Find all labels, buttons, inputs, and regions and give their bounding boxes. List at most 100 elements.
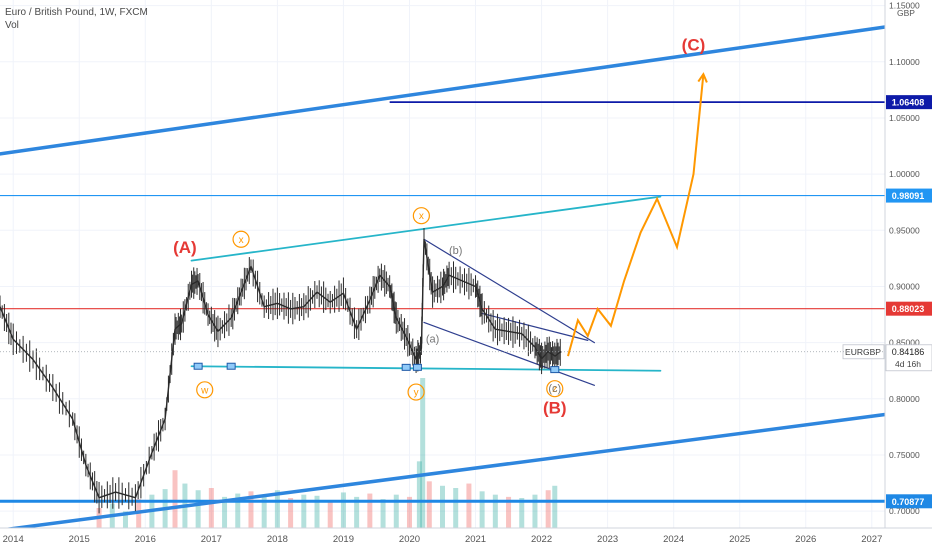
- volume-bar: [208, 488, 214, 528]
- wave-label: (a): [426, 334, 439, 346]
- time-tick-label: 2015: [69, 534, 90, 545]
- price-tick-label: 0.75000: [889, 450, 920, 460]
- volume-bar: [519, 498, 525, 528]
- price-tick-label: 1.05000: [889, 113, 920, 123]
- price-tick-label: 0.95000: [889, 225, 920, 235]
- wave-circle: [412, 207, 430, 225]
- time-tick-label: 2024: [663, 534, 684, 545]
- time-tick-label: 2020: [399, 534, 420, 545]
- price-tick-label: 1.15000: [889, 1, 920, 11]
- projection-arrowhead: [697, 72, 708, 83]
- time-tick-label: 2023: [597, 534, 618, 545]
- wave-marker: [550, 366, 560, 374]
- countdown-label: 4d 16h: [895, 359, 921, 369]
- wave-label: (A): [173, 238, 197, 257]
- price-tick-label: 1.10000: [889, 57, 920, 67]
- volume-bar: [288, 498, 294, 528]
- level-price-label: 0.88023: [892, 304, 925, 314]
- wave-markers: [193, 362, 560, 374]
- volume-bar: [545, 490, 551, 528]
- trendline-upper-channel: [0, 25, 887, 156]
- time-tick-label: 2026: [795, 534, 816, 545]
- projection-line: [567, 74, 705, 357]
- time-axis: 2014 2015 2016 2017 2018 2019 2020 2021 2022 2023…: [0, 527, 932, 550]
- wave-marker: [193, 362, 203, 370]
- price-axis-currency: GBP: [897, 8, 915, 18]
- current-symbol-label: EURGBP: [845, 347, 881, 357]
- level-price-tag: [886, 188, 932, 203]
- price-tick-label: 0.85000: [889, 338, 920, 348]
- wave-label: (B): [543, 398, 567, 417]
- price-axis-bg: [885, 0, 932, 550]
- volume-bar: [122, 511, 128, 528]
- level-price-label: 0.98091: [892, 191, 925, 201]
- trendlines: [0, 25, 887, 532]
- wave-marker: [401, 363, 411, 371]
- time-axis-bg: [0, 528, 932, 550]
- volume-bar: [235, 493, 241, 528]
- trendline-wedge-bottom-1: [423, 321, 596, 386]
- volume-bar: [492, 494, 498, 528]
- time-tick-label: 2014: [3, 534, 24, 545]
- level-price-label: 0.70877: [892, 497, 925, 507]
- trendline-lower-channel: [0, 412, 887, 532]
- time-tick-label: 2025: [729, 534, 750, 545]
- wave-label: y: [414, 388, 419, 399]
- volume-bar: [393, 494, 399, 528]
- volume-bar: [354, 496, 360, 528]
- time-tick-label: 2027: [861, 534, 882, 545]
- trendline-triangle-bottom: [190, 365, 662, 372]
- volume-bar: [340, 492, 346, 528]
- wave-label: x: [239, 235, 244, 246]
- wave-circle: [407, 383, 425, 401]
- volume-bar: [367, 493, 373, 528]
- wave-label: x: [419, 211, 424, 222]
- volume-bar: [327, 500, 333, 528]
- level-price-label: 1.06408: [892, 98, 925, 108]
- volume-bar: [222, 496, 228, 528]
- volume-bar: [420, 378, 426, 528]
- volume-bars: [96, 378, 558, 528]
- wave-marker: [412, 363, 422, 371]
- wave-label: (c): [548, 383, 561, 395]
- level-price-tag: [886, 494, 932, 509]
- volume-bar: [453, 488, 459, 528]
- current-price-tag: [885, 344, 932, 372]
- projection-path: [567, 72, 708, 357]
- volume-bar: [532, 494, 538, 528]
- wave-labels: (A) (B) (C) x x w y z (a) (b) (c): [173, 36, 705, 418]
- time-tick-label: 2019: [333, 534, 354, 545]
- volume-bar: [426, 481, 432, 528]
- wave-circle: [196, 381, 214, 399]
- trendline-wedge-top-2: [481, 312, 589, 341]
- volume-bar: [314, 495, 320, 528]
- price-tick-label: 1.00000: [889, 169, 920, 179]
- time-tick-label: 2021: [465, 534, 486, 545]
- wave-label: z: [552, 384, 557, 395]
- volume-bar: [440, 485, 445, 528]
- chart-grid: [0, 0, 885, 528]
- price-tick-label: 0.70000: [889, 506, 920, 516]
- volume-bar: [261, 494, 267, 528]
- time-tick-label: 2016: [135, 534, 156, 545]
- volume-bar: [552, 485, 558, 528]
- wave-circle: [232, 230, 250, 248]
- trendline-triangle-top: [190, 195, 662, 262]
- volume-bar: [506, 496, 512, 528]
- wave-label: (C): [682, 36, 706, 55]
- volume-bar: [301, 494, 307, 528]
- horizontal-levels: [0, 101, 885, 503]
- level-price-tag: [886, 95, 932, 110]
- wave-circle: [546, 380, 564, 398]
- volume-bar: [406, 496, 412, 528]
- symbol-title[interactable]: Euro / British Pound, 1W, FXCM: [5, 7, 148, 18]
- time-tick-label: 2017: [201, 534, 222, 545]
- volume-bar: [380, 499, 386, 528]
- time-tick-label: 2018: [267, 534, 288, 545]
- volume-bar: [274, 490, 280, 528]
- volume-label[interactable]: Vol: [5, 20, 19, 31]
- wave-label: w: [200, 385, 209, 396]
- wave-label: (b): [449, 245, 462, 257]
- volume-bar: [416, 461, 422, 528]
